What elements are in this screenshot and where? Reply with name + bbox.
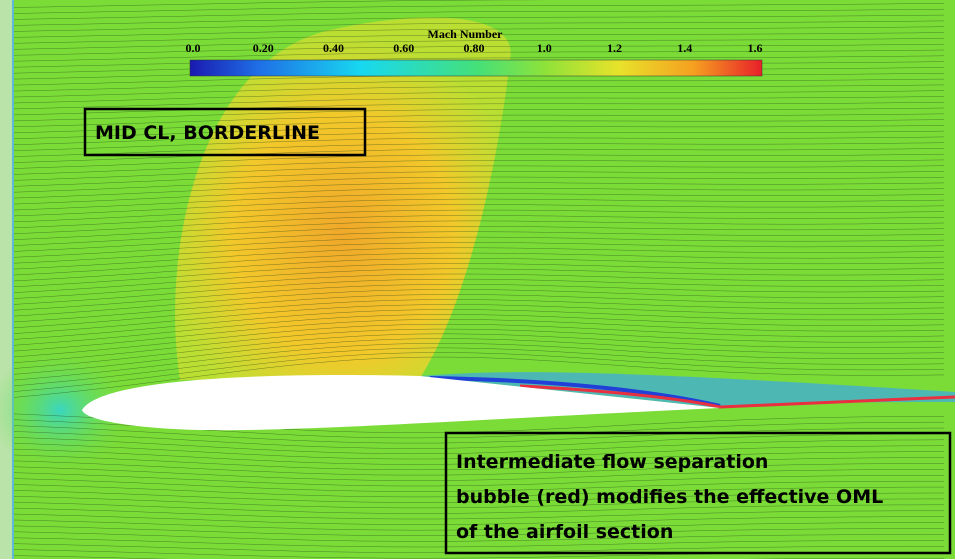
colorbar-tick-label: 1.4 xyxy=(677,41,692,55)
flow-visualization: Mach Number 0.0 0.20 0.40 0.60 0.80 1.0 1.2 1.4… xyxy=(0,0,955,559)
colorbar-tick-label: 0.60 xyxy=(393,41,414,55)
note-line: bubble (red) modifies the effective OML xyxy=(456,486,883,508)
colorbar-tick-label: 0.80 xyxy=(464,41,485,55)
note-line: Intermediate flow separation xyxy=(456,451,768,473)
colorbar-tick-label: 1.2 xyxy=(607,41,622,55)
colorbar xyxy=(190,60,762,76)
case-label: MID CL, BORDERLINE xyxy=(95,122,320,144)
colorbar-tick-label: 0.40 xyxy=(323,41,344,55)
colorbar-tick-label: 0.0 xyxy=(186,41,201,55)
colorbar-title: Mach Number xyxy=(428,27,504,41)
colorbar-tick-label: 1.0 xyxy=(537,41,552,55)
note-line: of the airfoil section xyxy=(456,521,673,543)
page: Mach Number 0.0 0.20 0.40 0.60 0.80 1.0 1.2 1.4… xyxy=(0,0,955,559)
left-strip xyxy=(0,0,14,559)
colorbar-tick-label: 1.6 xyxy=(748,41,763,55)
colorbar-tick-label: 0.20 xyxy=(253,41,274,55)
